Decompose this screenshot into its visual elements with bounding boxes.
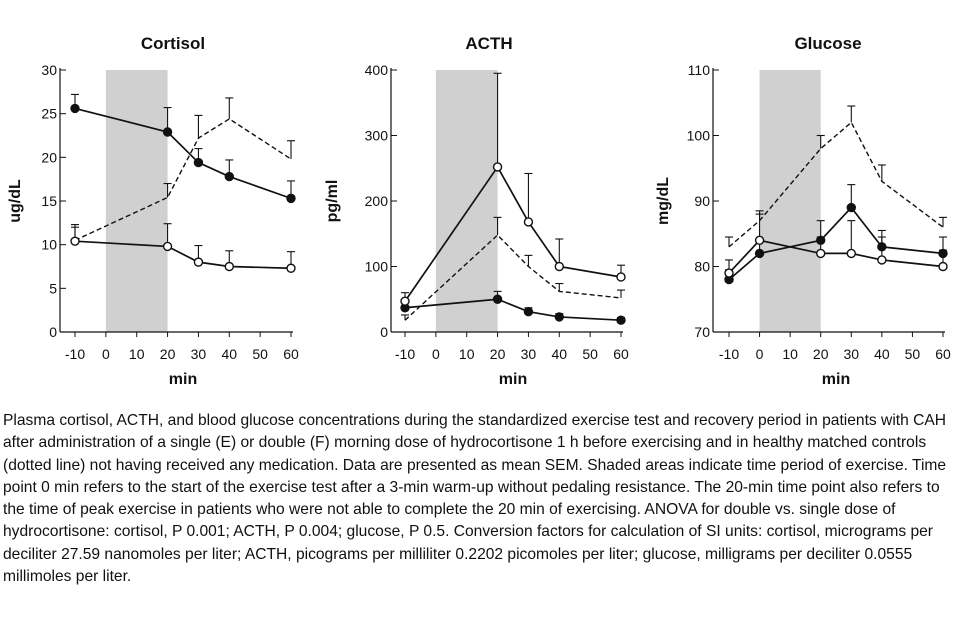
figure-caption: Plasma cortisol, ACTH, and blood glucose… xyxy=(3,412,947,586)
dashed-series-line xyxy=(728,121,944,248)
x-axis-label: min xyxy=(499,371,527,388)
y-tick-label: 400 xyxy=(365,62,389,78)
filled-series-point xyxy=(877,242,887,252)
filled-series-point xyxy=(523,306,534,317)
x-tick-label: 50 xyxy=(582,346,598,362)
x-tick-label: -10 xyxy=(65,346,85,362)
filled-series-point xyxy=(286,193,296,204)
x-tick-label: 30 xyxy=(191,346,207,362)
x-tick-label: 0 xyxy=(432,346,440,362)
x-tick-label: 60 xyxy=(613,346,629,362)
y-tick-label: 0 xyxy=(49,324,57,340)
chart-panel-glucose: 70 80 90 100 110 -10 0 10 20 30 40 50 60 Glucose min mg… xyxy=(655,34,951,388)
y-tick-label: 100 xyxy=(687,128,711,144)
open-series-point xyxy=(616,272,626,282)
x-tick-label: 50 xyxy=(905,346,921,362)
y-tick-label: 90 xyxy=(694,193,710,209)
open-series-point xyxy=(523,217,534,227)
y-tick-label: 110 xyxy=(688,62,711,78)
y-tick-label: 10 xyxy=(41,237,57,253)
open-series-point xyxy=(224,261,234,272)
x-tick-label: 0 xyxy=(756,346,764,362)
filled-series-point xyxy=(846,202,856,213)
open-series-point xyxy=(193,257,204,267)
y-tick-label: 0 xyxy=(380,324,388,340)
open-series-line xyxy=(728,239,944,274)
chart-panels: 0 5 10 15 20 25 30 -10 0 10 20 30 40 50 60 Cortisol min u… xyxy=(7,34,951,388)
x-tick-label: 40 xyxy=(221,346,237,362)
exercise-shading xyxy=(759,70,821,332)
y-tick-label: 80 xyxy=(694,259,710,275)
x-tick-label: 40 xyxy=(874,346,890,362)
filled-series-point xyxy=(554,312,564,322)
x-tick-label: 20 xyxy=(490,346,506,362)
filled-series-point xyxy=(193,157,204,168)
x-tick-label: 60 xyxy=(283,346,299,362)
open-series-point xyxy=(877,255,887,265)
y-tick-label: 200 xyxy=(365,193,389,209)
open-series-point xyxy=(754,235,765,246)
open-series-point xyxy=(286,263,296,273)
y-tick-label: 300 xyxy=(365,128,389,144)
dashed-series-line xyxy=(74,118,292,241)
y-axis-label: mg/dL xyxy=(655,177,672,225)
x-tick-label: -10 xyxy=(719,346,739,362)
filled-series-point xyxy=(70,103,80,114)
x-tick-label: 30 xyxy=(521,346,537,362)
y-axis-label: pg/ml xyxy=(324,180,341,223)
x-tick-label: 10 xyxy=(129,346,145,362)
open-series-point xyxy=(938,261,948,272)
x-axis-label: min xyxy=(822,371,850,388)
x-tick-label: 40 xyxy=(551,346,567,362)
y-tick-label: 30 xyxy=(41,62,57,78)
x-tick-label: 50 xyxy=(252,346,268,362)
x-tick-label: 10 xyxy=(782,346,798,362)
x-tick-label: 30 xyxy=(843,346,859,362)
chart-title: Cortisol xyxy=(141,34,205,53)
y-tick-label: 25 xyxy=(41,106,57,122)
filled-series-point xyxy=(492,294,503,304)
y-tick-label: 5 xyxy=(49,280,57,296)
open-series-point xyxy=(400,296,410,306)
open-series-point xyxy=(162,241,173,252)
filled-series-point xyxy=(162,127,173,137)
open-series-point xyxy=(70,236,80,246)
x-tick-label: 60 xyxy=(935,346,951,362)
x-tick-label: 20 xyxy=(160,346,176,362)
chart-title: ACTH xyxy=(465,34,512,53)
open-series-point xyxy=(724,268,734,278)
filled-series-point xyxy=(224,171,234,182)
open-series-point xyxy=(846,248,856,259)
filled-series-line xyxy=(728,206,944,281)
chart-panel-acth: 0 100 200 300 400 -10 0 10 20 30 40 50 60 ACTH min pg/m… xyxy=(324,34,629,388)
y-tick-label: 70 xyxy=(694,324,710,340)
x-tick-label: 20 xyxy=(813,346,829,362)
dashed-series-line xyxy=(404,234,622,321)
y-tick-label: 100 xyxy=(365,259,389,275)
x-tick-label: 0 xyxy=(102,346,110,362)
filled-series-point xyxy=(816,235,826,246)
x-axis-label: min xyxy=(169,371,197,388)
open-series-point xyxy=(554,261,564,272)
filled-series-point xyxy=(754,248,765,259)
y-tick-label: 15 xyxy=(41,193,57,209)
x-tick-label: -10 xyxy=(395,346,415,362)
x-tick-label: 10 xyxy=(459,346,475,362)
chart-title: Glucose xyxy=(794,34,861,53)
y-tick-label: 20 xyxy=(41,149,57,165)
y-axis-label: ug/dL xyxy=(7,179,24,223)
filled-series-point xyxy=(938,248,948,259)
exercise-shading xyxy=(105,70,168,332)
filled-series-point xyxy=(616,315,626,325)
open-series-point xyxy=(492,162,503,172)
exercise-shading xyxy=(435,70,498,332)
chart-panel-cortisol: 0 5 10 15 20 25 30 -10 0 10 20 30 40 50 60 Cortisol min u… xyxy=(7,34,299,388)
open-series-point xyxy=(816,248,826,259)
